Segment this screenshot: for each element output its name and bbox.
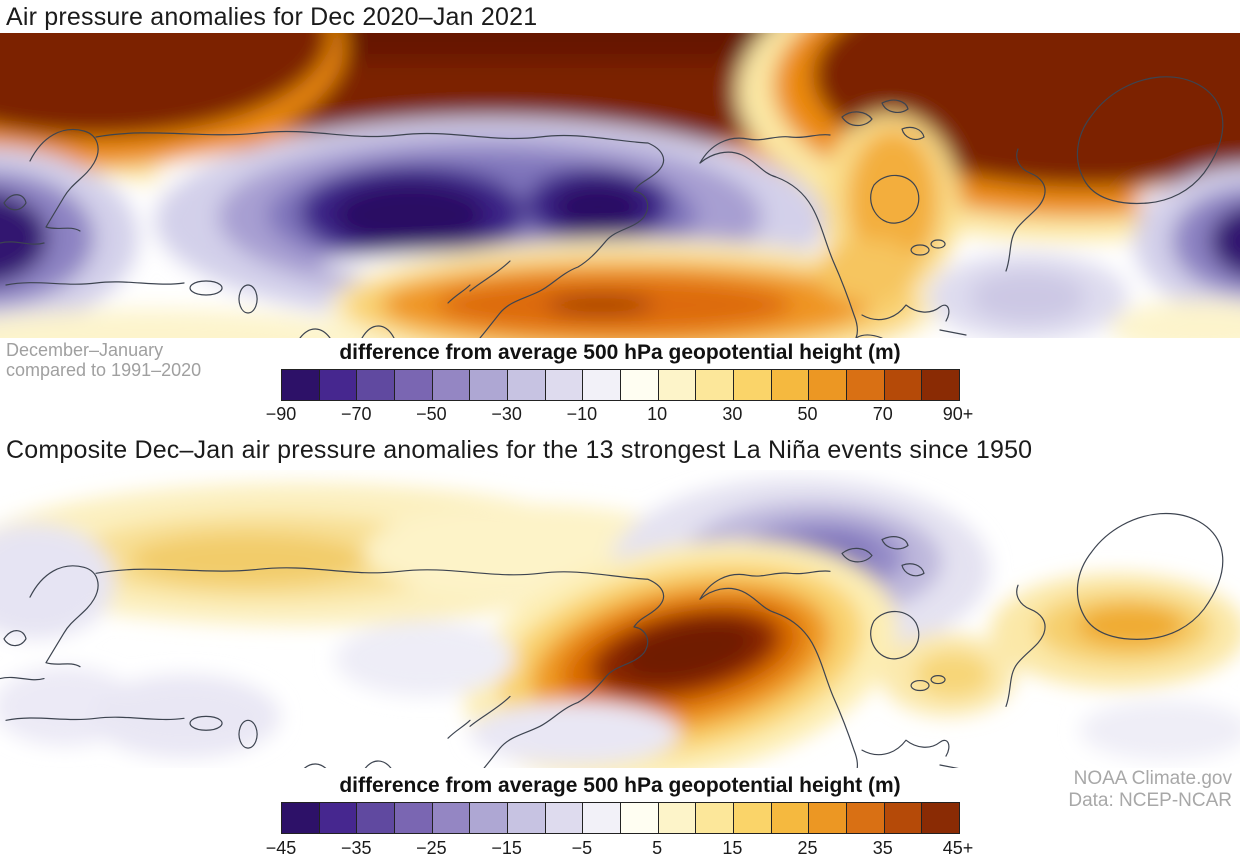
colorbar2 xyxy=(281,802,960,834)
map-la-nina-composite xyxy=(0,470,1240,768)
colorbar-tick-label: −90 xyxy=(265,404,297,424)
colorbar-cell xyxy=(469,803,508,833)
colorbar-cell xyxy=(469,370,508,400)
attribution-line1: NOAA Climate.gov xyxy=(1073,768,1232,789)
baseline-caption: December–January compared to 1991–2020 xyxy=(6,340,201,380)
colorbar-tick-label: 90+ xyxy=(942,404,974,424)
colorbar-tick-label: −35 xyxy=(340,838,372,858)
colorbar-tick-label: −70 xyxy=(340,404,372,424)
colorbar-cell xyxy=(544,370,583,400)
colorbar-cell xyxy=(318,370,357,400)
colorbar-cell xyxy=(657,803,696,833)
map-2020-2021 xyxy=(0,33,1240,338)
colorbar-cell xyxy=(620,803,658,833)
colorbar-tick-label: 30 xyxy=(722,404,743,424)
colorbar-tick-label: −15 xyxy=(491,838,522,858)
colorbar-cell xyxy=(356,370,395,400)
colorbar-tick-label: 25 xyxy=(797,838,818,858)
map2-title: Composite Dec–Jan air pressure anomalies… xyxy=(6,436,1033,464)
colorbar-cell xyxy=(733,803,771,833)
colorbar-tick-label: −25 xyxy=(416,838,447,858)
attribution-line2: Data: NCEP-NCAR xyxy=(1068,790,1232,811)
colorbar1-tick-labels: −90 −70 −50 −30 −10 10 30 50 70 90+ xyxy=(266,404,974,426)
colorbar1 xyxy=(281,369,960,401)
colorbar-cell xyxy=(620,370,658,400)
colorbar-tick-label: 10 xyxy=(647,404,668,424)
map-la-nina-composite-svg xyxy=(0,470,1240,768)
colorbar-cell xyxy=(733,370,771,400)
colorbar-tick-label: 5 xyxy=(652,838,663,858)
colorbar-cell xyxy=(846,803,884,833)
colorbar-cell xyxy=(507,803,545,833)
colorbar-tick-label: 70 xyxy=(872,404,893,424)
attribution: NOAA Climate.gov Data: NCEP-NCAR xyxy=(1068,768,1232,812)
anomaly-field-2020-2021 xyxy=(0,33,1240,338)
colorbar-cell xyxy=(921,803,960,833)
colorbar-cell xyxy=(770,803,809,833)
colorbar-tick-label: 15 xyxy=(722,838,743,858)
colorbar-cell xyxy=(808,803,847,833)
colorbar-cell xyxy=(770,370,809,400)
colorbar-tick-label: −5 xyxy=(571,838,593,858)
colorbar-cell xyxy=(808,370,847,400)
colorbar-cell xyxy=(282,803,319,833)
colorbar-cell xyxy=(883,370,922,400)
colorbar-tick-label: −50 xyxy=(416,404,447,424)
colorbar2-tick-labels: −45 −35 −25 −15 −5 5 15 25 35 45+ xyxy=(266,838,974,860)
colorbar-tick-label: −30 xyxy=(491,404,522,424)
anomaly-field-la-nina xyxy=(0,477,1240,768)
colorbar-cell xyxy=(544,803,583,833)
colorbar-cell xyxy=(582,370,621,400)
colorbar-tick-label: −10 xyxy=(566,404,598,424)
colorbar-tick-label: 50 xyxy=(797,404,818,424)
colorbar-cell xyxy=(282,370,319,400)
caption-line1: December–January xyxy=(6,340,164,360)
colorbar-cell xyxy=(356,803,395,833)
colorbar-cell xyxy=(921,370,960,400)
colorbar1-label: difference from average 500 hPa geopoten… xyxy=(339,341,901,364)
colorbar-cell xyxy=(431,370,470,400)
map-2020-2021-svg xyxy=(0,33,1240,338)
colorbar-cell xyxy=(394,803,432,833)
colorbar-tick-label: 45+ xyxy=(942,838,974,858)
caption-line2: compared to 1991–2020 xyxy=(6,360,202,380)
colorbar-cell xyxy=(883,803,922,833)
colorbar-tick-label: −45 xyxy=(265,838,297,858)
colorbar-cell xyxy=(657,370,696,400)
colorbar-cell xyxy=(507,370,545,400)
colorbar2-label: difference from average 500 hPa geopoten… xyxy=(339,774,901,797)
colorbar-tick-label: 35 xyxy=(872,838,893,858)
colorbar-cell xyxy=(582,803,621,833)
colorbar-cell xyxy=(846,370,884,400)
colorbar-cell xyxy=(394,370,432,400)
colorbar-cell xyxy=(695,370,734,400)
colorbar-cell xyxy=(431,803,470,833)
map1-title: Air pressure anomalies for Dec 2020–Jan … xyxy=(6,3,538,31)
colorbar-cell xyxy=(695,803,734,833)
colorbar-cell xyxy=(318,803,357,833)
